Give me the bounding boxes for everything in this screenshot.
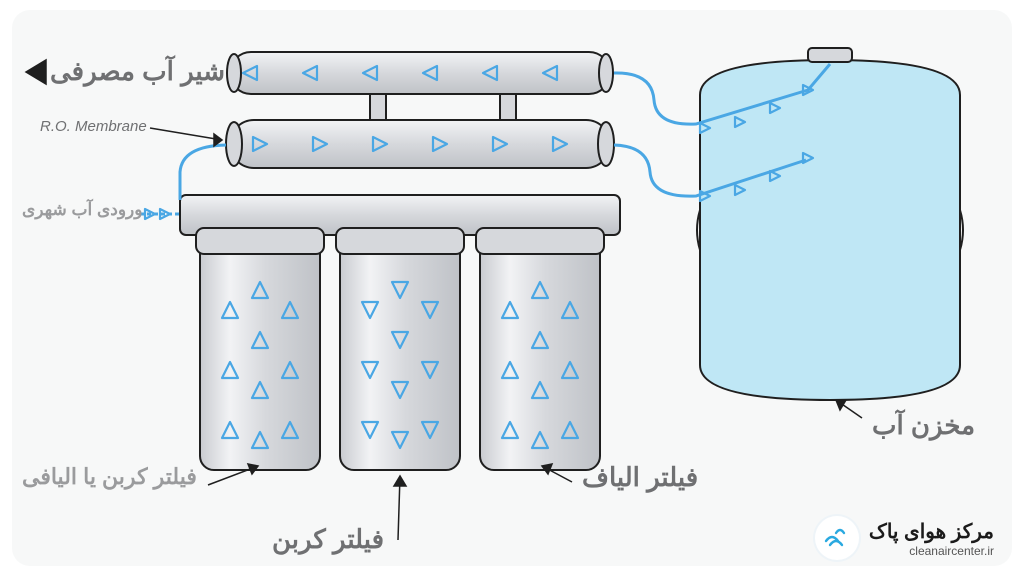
label-faucet: شیر آب مصرفی <box>50 56 225 87</box>
logo-icon <box>815 516 859 560</box>
connector-1 <box>370 94 386 120</box>
brand-logo: مرکز هوای پاک cleanaircenter.ir <box>815 516 994 560</box>
ro-membrane <box>226 120 614 168</box>
logo-title: مرکز هوای پاک <box>869 519 994 544</box>
label-carbon: فیلتر کربن <box>272 524 384 555</box>
logo-subtitle: cleanaircenter.ir <box>869 544 994 558</box>
post-filter <box>227 52 613 94</box>
label-fiber: فیلتر الیاف <box>582 462 698 493</box>
label-inlet: ورودی آب شهری <box>22 200 142 220</box>
label-carbon-or-fiber: فیلتر کربن یا الیافی <box>22 464 197 490</box>
label-membrane: R.O. Membrane <box>40 118 147 135</box>
label-tank: مخزن آب <box>872 410 975 441</box>
connector-2 <box>500 94 516 120</box>
water-tank <box>697 48 963 400</box>
